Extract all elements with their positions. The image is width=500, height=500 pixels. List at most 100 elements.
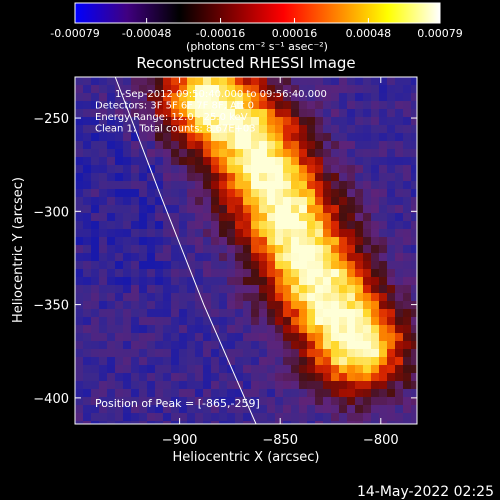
- heatmap-pixel: [379, 333, 388, 342]
- heatmap-pixel: [299, 205, 308, 214]
- heatmap-pixel: [155, 389, 164, 398]
- heatmap-pixel: [83, 221, 92, 230]
- heatmap-pixel: [395, 421, 404, 424]
- heatmap-pixel: [83, 85, 92, 94]
- heatmap-pixel: [227, 277, 236, 286]
- heatmap-pixel: [75, 261, 84, 270]
- heatmap-pixel: [123, 405, 132, 414]
- heatmap-pixel: [307, 205, 316, 214]
- heatmap-pixel: [331, 349, 340, 358]
- heatmap-pixel: [75, 381, 84, 390]
- heatmap-pixel: [275, 133, 284, 142]
- heatmap-pixel: [75, 93, 84, 102]
- heatmap-pixel: [219, 333, 228, 342]
- heatmap-pixel: [171, 309, 180, 318]
- heatmap-pixel: [283, 293, 292, 302]
- heatmap-pixel: [299, 85, 308, 94]
- heatmap-pixel: [403, 397, 412, 406]
- heatmap-pixel: [275, 85, 284, 94]
- heatmap-pixel: [283, 245, 292, 254]
- heatmap-pixel: [75, 397, 84, 406]
- heatmap-pixel: [291, 341, 300, 350]
- heatmap-pixel: [203, 93, 212, 102]
- heatmap-pixel: [395, 357, 404, 366]
- heatmap-pixel: [251, 93, 260, 102]
- heatmap-pixel: [379, 277, 388, 286]
- heatmap-pixel: [379, 317, 388, 326]
- heatmap-pixel: [347, 301, 356, 310]
- heatmap-pixel: [259, 389, 268, 398]
- heatmap-pixel: [299, 93, 308, 102]
- heatmap-pixel: [187, 253, 196, 262]
- heatmap-pixel: [339, 141, 348, 150]
- heatmap-pixel: [379, 141, 388, 150]
- heatmap-pixel: [155, 269, 164, 278]
- heatmap-pixel: [387, 325, 396, 334]
- heatmap-pixel: [347, 277, 356, 286]
- heatmap-pixel: [123, 149, 132, 158]
- heatmap-pixel: [187, 309, 196, 318]
- heatmap-pixel: [395, 165, 404, 174]
- heatmap-pixel: [139, 157, 148, 166]
- heatmap-pixel: [187, 149, 196, 158]
- heatmap-pixel: [171, 181, 180, 190]
- heatmap-pixel: [179, 117, 188, 126]
- heatmap-pixel: [347, 333, 356, 342]
- heatmap-pixel: [307, 109, 316, 118]
- heatmap-pixel: [251, 245, 260, 254]
- heatmap-pixel: [283, 189, 292, 198]
- heatmap-pixel: [267, 269, 276, 278]
- heatmap-pixel: [283, 237, 292, 246]
- heatmap-pixel: [299, 389, 308, 398]
- heatmap-pixel: [243, 341, 252, 350]
- heatmap-pixel: [275, 253, 284, 262]
- heatmap-pixel: [99, 269, 108, 278]
- heatmap-pixel: [411, 181, 417, 190]
- heatmap-pixel: [195, 213, 204, 222]
- heatmap-pixel: [131, 237, 140, 246]
- heatmap-pixel: [187, 205, 196, 214]
- heatmap-pixel: [227, 141, 236, 150]
- annotation-line: 1-Sep-2012 09:50:40.000 to 09:56:40.000: [115, 89, 327, 100]
- heatmap-pixel: [395, 189, 404, 198]
- heatmap-pixel: [251, 117, 260, 126]
- heatmap-pixel: [99, 85, 108, 94]
- heatmap-pixel: [91, 333, 100, 342]
- heatmap-pixel: [307, 125, 316, 134]
- heatmap-pixel: [75, 317, 84, 326]
- heatmap-pixel: [211, 293, 220, 302]
- heatmap-pixel: [283, 229, 292, 238]
- heatmap-pixel: [155, 205, 164, 214]
- heatmap-pixel: [131, 301, 140, 310]
- heatmap-pixel: [299, 229, 308, 238]
- heatmap-pixel: [211, 349, 220, 358]
- heatmap-pixel: [283, 165, 292, 174]
- heatmap-pixel: [387, 77, 396, 86]
- heatmap-pixel: [283, 133, 292, 142]
- heatmap-pixel: [371, 133, 380, 142]
- heatmap-pixel: [379, 389, 388, 398]
- heatmap-pixel: [275, 181, 284, 190]
- heatmap-pixel: [219, 205, 228, 214]
- heatmap-pixel: [339, 381, 348, 390]
- heatmap-pixel: [275, 189, 284, 198]
- heatmap-pixel: [187, 285, 196, 294]
- heatmap-pixel: [355, 421, 364, 424]
- heatmap-pixel: [155, 157, 164, 166]
- heatmap-pixel: [331, 141, 340, 150]
- heatmap-pixel: [211, 133, 220, 142]
- heatmap-pixel: [371, 309, 380, 318]
- heatmap-pixel: [243, 357, 252, 366]
- heatmap-pixel: [363, 397, 372, 406]
- heatmap-pixel: [83, 413, 92, 422]
- heatmap-pixel: [387, 365, 396, 374]
- heatmap-pixel: [219, 373, 228, 382]
- heatmap-pixel: [243, 205, 252, 214]
- heatmap-pixel: [387, 309, 396, 318]
- heatmap-pixel: [195, 301, 204, 310]
- heatmap-pixel: [235, 237, 244, 246]
- heatmap-pixel: [227, 397, 236, 406]
- heatmap-pixel: [211, 357, 220, 366]
- heatmap-pixel: [75, 413, 84, 422]
- heatmap-pixel: [363, 301, 372, 310]
